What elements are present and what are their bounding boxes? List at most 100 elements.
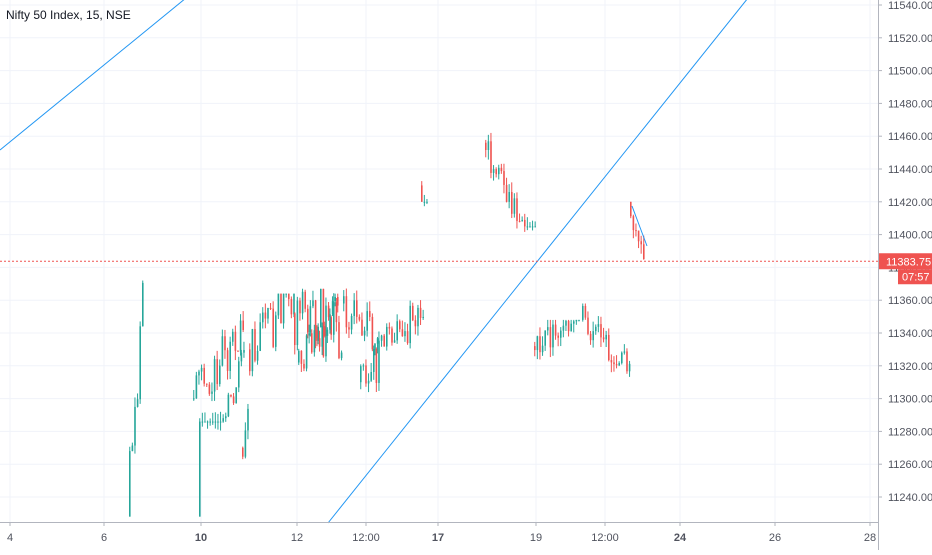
candle-body: [343, 296, 345, 304]
candle-body: [399, 321, 401, 330]
candle-body: [578, 319, 580, 321]
candle-body: [419, 307, 422, 318]
time-axis[interactable]: 4 6 10 12 12:00 17 19 12:00 24 26 28: [0, 522, 878, 544]
price-tick-label: 11460.00: [888, 131, 932, 143]
candle-body: [320, 288, 322, 327]
candle-body: [534, 346, 536, 351]
candle-body: [414, 320, 417, 327]
candle-body: [200, 367, 203, 372]
price-tick-label: 11320.00: [888, 361, 932, 373]
candle-body: [290, 299, 293, 315]
time-tick-label: 4: [7, 532, 13, 544]
candle-body: [518, 220, 521, 222]
candle-body: [299, 300, 301, 314]
candle-body: [225, 416, 227, 419]
candle-body: [487, 141, 490, 150]
candle-body: [498, 167, 500, 175]
candle-body: [298, 350, 300, 363]
candle-body: [304, 291, 306, 309]
candle-body: [335, 302, 338, 323]
candle-body: [213, 359, 216, 392]
price-tick-label: 11540.00: [888, 0, 932, 12]
candle-body: [365, 365, 367, 384]
candle-body: [371, 316, 374, 350]
candle-body: [505, 184, 508, 202]
candle-body: [565, 320, 567, 326]
price-tick-label: 11340.00: [888, 328, 932, 340]
candle-body: [216, 359, 218, 385]
candle-body: [219, 421, 222, 423]
time-tick-label: 12: [291, 532, 303, 544]
candle-body: [204, 421, 206, 423]
candle-body: [259, 322, 261, 351]
candle-body: [375, 349, 378, 383]
candle-body: [230, 394, 232, 397]
candle-body: [251, 329, 254, 372]
price-tick-label: 11300.00: [888, 394, 932, 406]
candle-body: [560, 330, 562, 338]
time-tick-label: 19: [530, 532, 542, 544]
time-tick-label: 28: [864, 532, 876, 544]
candle-body: [421, 185, 423, 202]
candle-body: [539, 336, 541, 353]
candle-body: [409, 305, 411, 344]
candle-body: [615, 364, 618, 366]
candle-body: [337, 296, 339, 306]
candle-body: [521, 219, 523, 222]
candle-body: [277, 293, 280, 316]
price-tick-label: 11520.00: [888, 33, 932, 45]
candle-body: [285, 293, 287, 295]
candle-body: [573, 321, 575, 324]
candle-body: [316, 330, 318, 339]
candle-body: [203, 367, 205, 384]
candle-body: [526, 226, 529, 228]
candle-body: [500, 167, 503, 172]
candle-body: [643, 244, 645, 260]
candle-body: [529, 226, 531, 228]
candle-body: [226, 350, 229, 371]
candle-body: [249, 349, 251, 372]
candle-body: [367, 380, 370, 384]
candle-body: [396, 321, 398, 341]
candle-body: [623, 351, 626, 353]
candle-body: [536, 336, 539, 351]
candle-body: [393, 340, 396, 343]
candle-body: [334, 296, 336, 302]
candle-body: [254, 329, 256, 361]
candle-body: [235, 387, 237, 404]
candle-body: [267, 307, 269, 319]
symbol-title[interactable]: Nifty 50 Index, 15, NSE: [6, 8, 131, 22]
candle-body: [232, 331, 234, 342]
time-tick-label: 26: [769, 532, 781, 544]
candle-body: [366, 311, 368, 331]
candle-body: [541, 345, 544, 353]
candle-body: [373, 349, 375, 373]
candle-body: [238, 361, 240, 388]
time-tick-label: 17: [432, 532, 444, 544]
candle-body: [296, 300, 299, 346]
candle-body: [294, 313, 296, 346]
candle-body: [423, 201, 426, 203]
candle-body: [301, 291, 304, 314]
price-tick-label: 11500.00: [888, 66, 932, 78]
price-axis[interactable]: 11240.00 11260.00 11280.00 11300.00 11320.00…: [878, 0, 932, 550]
price-tick-label: 11280.00: [888, 426, 932, 438]
candle-body: [348, 327, 350, 330]
candle-body: [554, 324, 557, 336]
candle-body: [237, 350, 239, 352]
candle-body: [219, 365, 221, 385]
candle-body: [326, 329, 329, 336]
candle-body: [206, 383, 208, 385]
candle-body: [422, 316, 424, 318]
candle-body: [511, 192, 513, 214]
candle-body: [358, 316, 361, 320]
candle-body: [485, 142, 487, 150]
candle-body: [309, 306, 312, 333]
candle-body: [264, 312, 267, 319]
candle-body: [356, 300, 358, 317]
candle-body: [322, 288, 325, 357]
candle-body: [391, 328, 393, 343]
